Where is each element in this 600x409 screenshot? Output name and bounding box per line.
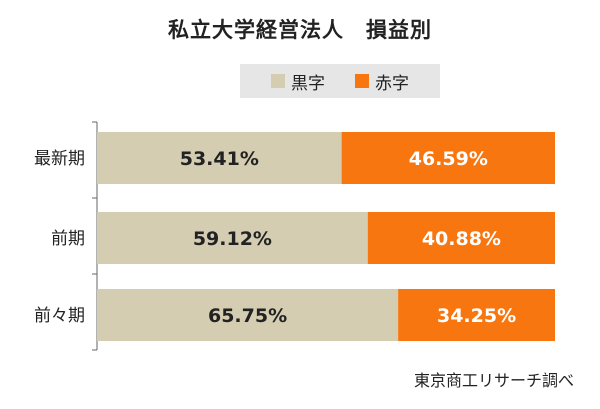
legend: 黒字 赤字 (240, 64, 440, 98)
category-label: 最新期 (34, 149, 85, 169)
bar-segment-red (367, 212, 555, 264)
category-label: 前期 (51, 229, 85, 249)
legend-swatch-black (271, 74, 285, 88)
data-label: 65.75% (208, 305, 287, 327)
chart-title: 私立大学経営法人 損益別 (168, 18, 432, 42)
data-label: 46.59% (409, 148, 488, 170)
data-label: 59.12% (193, 228, 272, 250)
legend-item-black: 黒字 (271, 69, 325, 94)
bar-segment-black (97, 212, 368, 264)
bar-segment-red (398, 289, 555, 341)
legend-label-black: 黒字 (291, 73, 325, 94)
data-label: 34.25% (437, 305, 516, 327)
legend-label-red: 赤字 (375, 73, 409, 94)
data-label: 53.41% (180, 148, 259, 170)
legend-swatch-red (355, 74, 369, 88)
category-label: 前々期 (34, 306, 85, 326)
bar-segment-black (97, 132, 342, 184)
legend-item-red: 赤字 (355, 69, 409, 94)
source-note: 東京商工リサーチ調べ (413, 371, 574, 390)
bar-segment-red (341, 132, 555, 184)
data-label: 40.88% (422, 228, 501, 250)
bar-segment-black (97, 289, 399, 341)
